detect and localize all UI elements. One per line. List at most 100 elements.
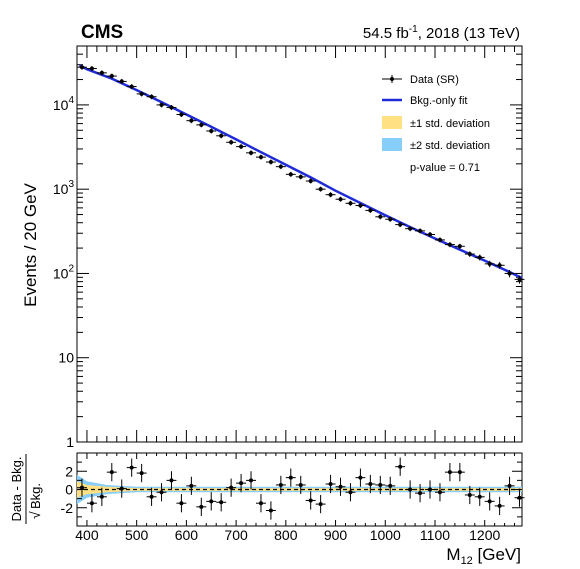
ratio-data-point (275, 475, 286, 495)
x-tick-label: 500 (125, 527, 149, 543)
data-point (454, 243, 465, 249)
data-point (514, 275, 525, 284)
experiment-label: CMS (81, 22, 123, 43)
data-point (425, 231, 435, 237)
data-point (315, 186, 326, 192)
ratio-data-point (176, 494, 187, 513)
ratio-data-point (126, 458, 137, 477)
main-y-tick-label: 1 (66, 434, 74, 450)
data-point (186, 118, 197, 124)
ratio-data-point (385, 476, 396, 495)
ratio-data-point (136, 463, 147, 483)
x-axis-label-sub: 12 (461, 555, 473, 567)
ratio-y-axis-label: Data - Bkg. √ Bkg. (9, 454, 43, 524)
ratio-data-point (96, 487, 107, 506)
data-point (385, 216, 396, 222)
data-point (265, 159, 276, 165)
main-plot-frame (76, 45, 523, 443)
data-point (415, 228, 426, 234)
data-point (77, 64, 87, 70)
ratio-data-point (166, 471, 177, 490)
ratio-data-point (305, 491, 316, 510)
legend-fit-label: Bkg.-only fit (410, 95, 467, 107)
legend-two-sigma-swatch (382, 138, 402, 151)
ratio-data-point (405, 480, 416, 499)
ratio-data-point (514, 488, 525, 507)
ratio-data-point (216, 493, 227, 512)
lumi-label: 54.5 fb-1, 2018 (13 TeV) (363, 24, 520, 42)
ratio-plot-area: 400 500 600 700 800 900 1000 1100 1200 -2 0 2 (61, 452, 525, 543)
data-point (464, 251, 475, 257)
ratio-data-point (265, 501, 276, 520)
ratio-data-point (206, 492, 217, 511)
ratio-data-point (295, 475, 306, 495)
legend-one-sigma-label: ±1 std. deviation (410, 118, 490, 130)
data-point (405, 226, 416, 232)
ratio-data-point (255, 494, 266, 513)
data-point (255, 154, 266, 160)
main-y-axis-label: Events / 20 GeV (21, 182, 40, 306)
ratio-data-point (226, 478, 237, 497)
main-y-tick-label: 103 (53, 179, 75, 197)
legend-data-label: Data (SR) (410, 74, 459, 86)
ratio-data-point (415, 484, 426, 503)
legend-two-sigma-label: ±2 std. deviation (410, 140, 490, 152)
data-point (236, 144, 247, 150)
main-plot-area: 1 10 102 103 104 (53, 45, 525, 450)
legend: Data (SR) Bkg.-only fit ±1 std. deviatio… (382, 74, 490, 174)
legend-one-sigma-swatch (382, 116, 402, 129)
ratio-y-tick-label: -2 (61, 500, 74, 516)
ratio-data-point (325, 474, 336, 494)
data-point (345, 200, 356, 206)
ratio-data-point (236, 473, 247, 493)
ratio-data-point (196, 497, 207, 516)
data-point (96, 70, 107, 76)
data-point (444, 242, 455, 248)
x-tick-label: 700 (224, 527, 248, 543)
data-point (206, 128, 217, 134)
x-tick-label: 1100 (420, 527, 450, 543)
ratio-data-point (434, 483, 445, 502)
main-y-tick-label: 10 (58, 350, 74, 366)
ratio-y-label-numerator: Data - Bkg. (9, 456, 24, 521)
data-point (275, 164, 286, 170)
ratio-data-point (504, 476, 515, 495)
ratio-data-point (77, 478, 87, 497)
legend-data-marker (382, 75, 402, 83)
data-point (325, 192, 336, 198)
data-point (395, 222, 406, 228)
data-point (86, 66, 97, 72)
ratio-data-point (375, 475, 386, 495)
data-point (156, 102, 167, 108)
main-y-tick-label: 102 (53, 263, 75, 281)
ratio-y-label-denominator: Bkg. (28, 483, 43, 509)
ratio-data-point (116, 479, 127, 498)
data-point (226, 139, 237, 145)
data-point (305, 178, 316, 184)
ratio-data-point (146, 487, 157, 506)
x-tick-label: 400 (75, 527, 99, 543)
data-point (146, 94, 157, 100)
x-tick-label: 1000 (370, 527, 401, 543)
data-point (116, 78, 127, 84)
data-point (355, 203, 366, 209)
ratio-one-sigma-band (77, 481, 522, 498)
x-tick-label: 800 (274, 527, 298, 543)
data-point (136, 91, 147, 97)
ratio-data-point (345, 483, 356, 502)
data-point (196, 122, 207, 128)
legend-pvalue: p-value = 0.71 (410, 162, 480, 174)
ratio-data-point (355, 468, 366, 487)
ratio-data-point (484, 492, 495, 511)
data-point (106, 73, 117, 79)
x-axis-label-base: M (446, 545, 460, 564)
ratio-data-point (474, 487, 485, 506)
ratio-data-point (444, 463, 455, 482)
data-point (434, 237, 445, 243)
lumi-exponent: -1 (409, 24, 418, 35)
data-point (504, 269, 515, 278)
x-tick-label: 1200 (469, 527, 500, 543)
ratio-data-point (335, 477, 346, 496)
x-tick-label: 900 (324, 527, 348, 543)
